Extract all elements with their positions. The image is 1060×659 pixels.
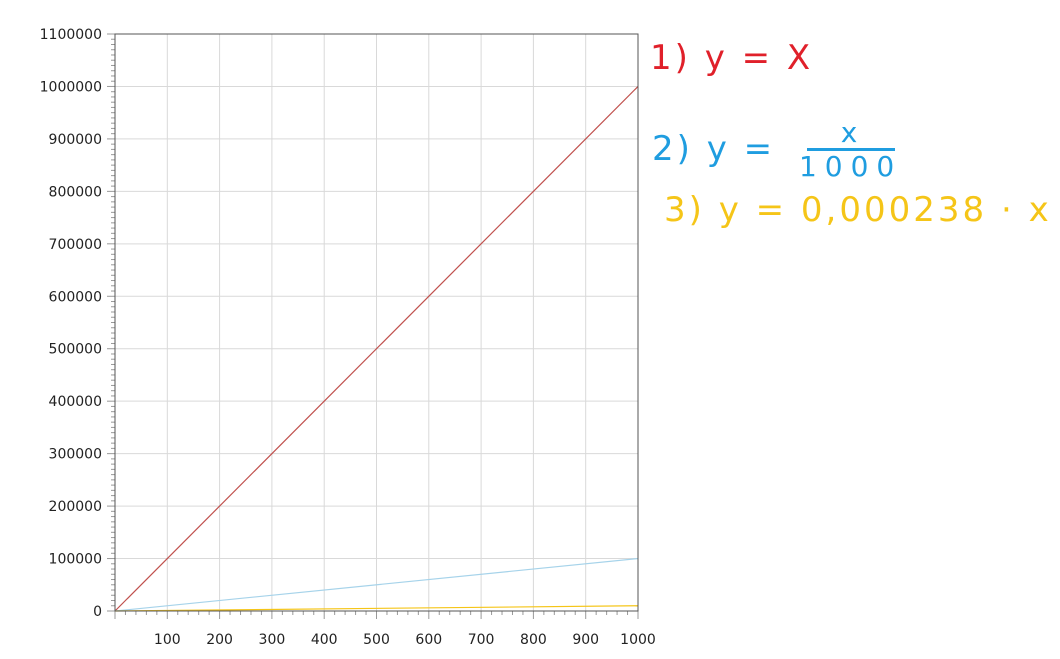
series-line — [114, 86, 639, 612]
y-tick-label: 0 — [93, 604, 102, 620]
y-tick-label: 200000 — [49, 499, 102, 515]
equation-2-numerator: x — [840, 116, 861, 149]
equation-1-text: 1) y = X — [650, 38, 814, 78]
x-tick-label: 100 — [154, 632, 181, 648]
grid-lines — [115, 34, 638, 611]
x-tick-label: 200 — [206, 632, 233, 648]
y-axis-tick-labels: 0 100000 200000 300000 400000 500000 600000 700… — [40, 27, 102, 620]
x-tick-label: 500 — [363, 632, 390, 648]
x-tick-label: 800 — [520, 632, 547, 648]
series-line — [114, 557, 639, 612]
y-tick-label: 1000000 — [40, 79, 102, 95]
y-tick-label: 800000 — [49, 184, 102, 200]
equation-3-text: 3) y = 0,000238 · x — [664, 190, 1052, 230]
y-tick-label: 500000 — [49, 342, 102, 358]
equation-3: 3) y = 0,000238 · x — [664, 190, 1052, 230]
minor-ticks — [107, 33, 639, 619]
equation-2-prefix: 2) y = — [652, 129, 776, 169]
y-tick-label: 100000 — [49, 552, 102, 568]
equation-1: 1) y = X — [650, 38, 813, 78]
x-tick-label: 600 — [415, 632, 442, 648]
equation-2-denominator: 1000 — [798, 150, 903, 183]
equation-2: 2) y = x 1000 — [652, 118, 902, 183]
x-tick-label: 700 — [468, 632, 495, 648]
x-tick-label: 400 — [311, 632, 338, 648]
x-tick-label: 300 — [259, 632, 286, 648]
series-line — [114, 605, 639, 612]
x-axis-tick-labels: 100 200 300 400 500 600 700 800 900 1000 — [154, 632, 656, 648]
y-tick-label: 700000 — [49, 237, 102, 253]
fraction-bar — [806, 148, 895, 151]
x-tick-label: 900 — [572, 632, 599, 648]
equation-2-fraction: x 1000 — [799, 118, 902, 183]
y-tick-label: 1100000 — [40, 27, 102, 43]
y-tick-label: 600000 — [49, 289, 102, 305]
y-tick-label: 400000 — [49, 394, 102, 410]
x-tick-label: 1000 — [620, 632, 656, 648]
y-tick-label: 900000 — [49, 132, 102, 148]
y-tick-label: 300000 — [49, 447, 102, 463]
plot-frame — [114, 33, 639, 612]
series-lines — [114, 86, 639, 612]
